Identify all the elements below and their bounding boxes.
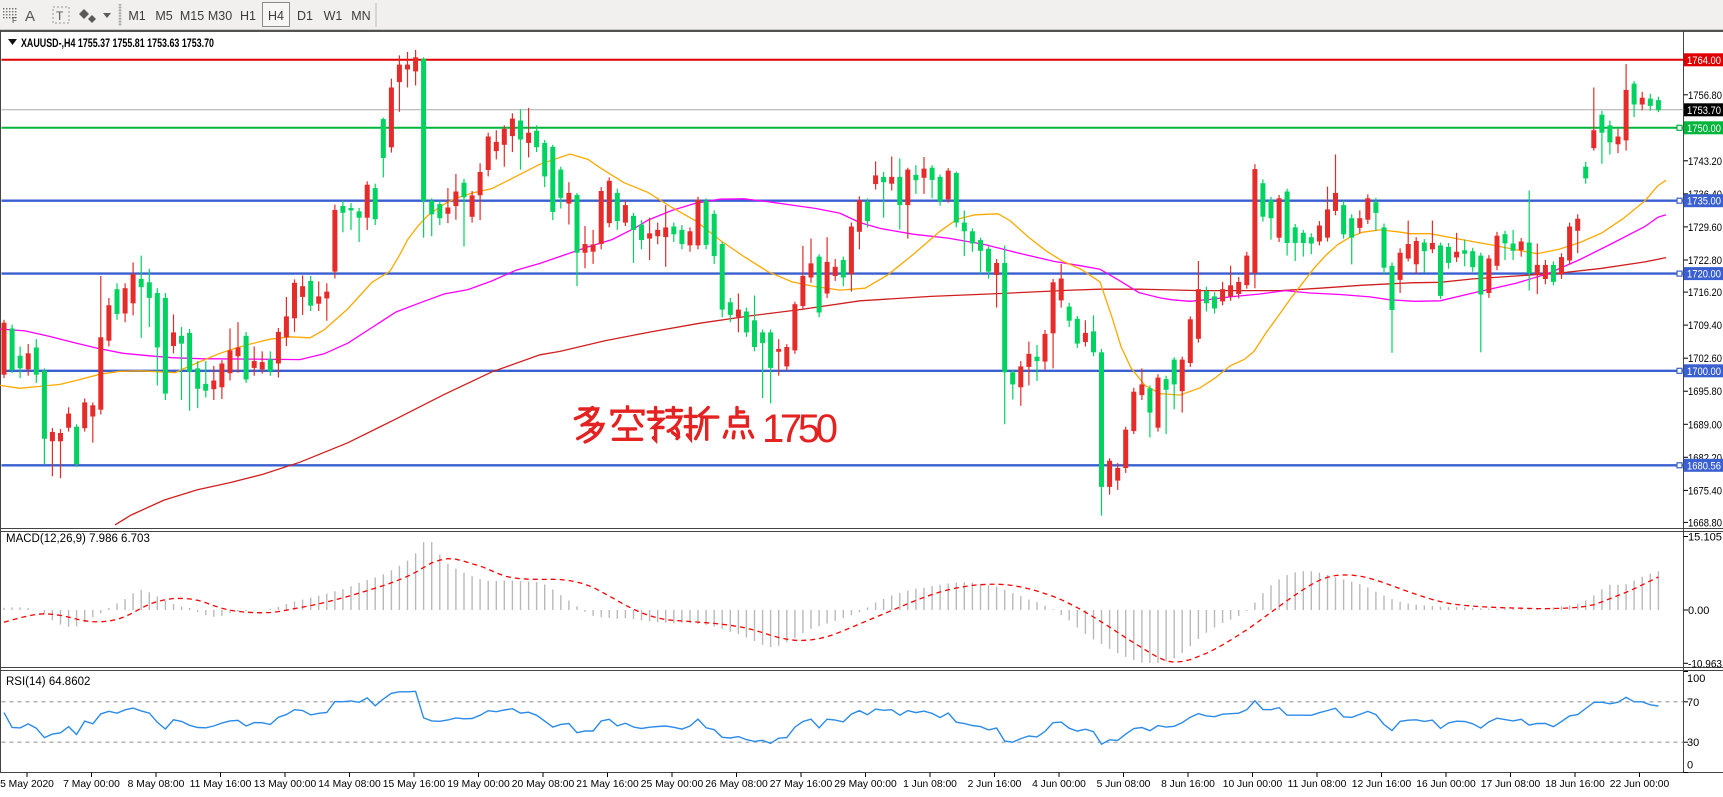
svg-text:4 Jun 00:00: 4 Jun 00:00 bbox=[1032, 779, 1086, 790]
svg-text:1756.80: 1756.80 bbox=[1688, 90, 1722, 102]
svg-text:1764.00: 1764.00 bbox=[1687, 55, 1721, 67]
svg-text:13 May 00:00: 13 May 00:00 bbox=[254, 779, 317, 790]
svg-text:1695.80: 1695.80 bbox=[1688, 386, 1722, 398]
svg-text:21 May 16:00: 21 May 16:00 bbox=[576, 779, 639, 790]
svg-text:1 Jun 08:00: 1 Jun 08:00 bbox=[903, 779, 957, 790]
svg-text:-10.963: -10.963 bbox=[1688, 658, 1722, 670]
svg-text:1700.00: 1700.00 bbox=[1687, 366, 1721, 378]
svg-text:15 May 16:00: 15 May 16:00 bbox=[383, 779, 446, 790]
svg-text:18 Jun 16:00: 18 Jun 16:00 bbox=[1545, 779, 1605, 790]
svg-text:70: 70 bbox=[1687, 697, 1699, 709]
svg-text:1753.70: 1753.70 bbox=[1687, 105, 1721, 117]
svg-text:D1: D1 bbox=[297, 9, 313, 23]
svg-text:M5: M5 bbox=[155, 9, 172, 23]
svg-text:8 May 08:00: 8 May 08:00 bbox=[128, 779, 185, 790]
svg-text:1668.80: 1668.80 bbox=[1688, 517, 1722, 529]
svg-text:A: A bbox=[25, 8, 35, 25]
svg-text:XAUUSD-,H4 1755.37 1755.81 175: XAUUSD-,H4 1755.37 1755.81 1753.63 1753.… bbox=[21, 36, 214, 50]
svg-text:16 Jun 00:00: 16 Jun 00:00 bbox=[1416, 779, 1476, 790]
svg-text:RSI(14) 64.8602: RSI(14) 64.8602 bbox=[6, 676, 90, 688]
svg-text:MACD(12,26,9) 7.986 6.703: MACD(12,26,9) 7.986 6.703 bbox=[6, 533, 150, 545]
svg-text:H4: H4 bbox=[268, 9, 284, 23]
svg-text:26 May 08:00: 26 May 08:00 bbox=[705, 779, 768, 790]
svg-text:10 Jun 00:00: 10 Jun 00:00 bbox=[1223, 779, 1283, 790]
svg-text:1689.00: 1689.00 bbox=[1688, 419, 1722, 431]
svg-text:100: 100 bbox=[1687, 673, 1705, 685]
svg-text:17 Jun 08:00: 17 Jun 08:00 bbox=[1481, 779, 1541, 790]
svg-text:W1: W1 bbox=[324, 9, 343, 23]
svg-text:14 May 08:00: 14 May 08:00 bbox=[318, 779, 381, 790]
svg-text:1750.00: 1750.00 bbox=[1687, 123, 1721, 135]
svg-text:20 May 08:00: 20 May 08:00 bbox=[512, 779, 575, 790]
svg-text:1716.20: 1716.20 bbox=[1688, 287, 1722, 299]
svg-text:M1: M1 bbox=[128, 9, 145, 23]
svg-text:1729.60: 1729.60 bbox=[1688, 222, 1722, 234]
svg-text:1750: 1750 bbox=[762, 407, 838, 451]
svg-text:22 Jun 00:00: 22 Jun 00:00 bbox=[1610, 779, 1670, 790]
svg-text:12 Jun 16:00: 12 Jun 16:00 bbox=[1352, 779, 1412, 790]
svg-text:7 May 00:00: 7 May 00:00 bbox=[63, 779, 120, 790]
svg-text:1675.40: 1675.40 bbox=[1688, 485, 1722, 497]
svg-text:1743.20: 1743.20 bbox=[1688, 156, 1722, 168]
svg-text:5 May 2020: 5 May 2020 bbox=[0, 779, 54, 790]
svg-text:1720.00: 1720.00 bbox=[1687, 269, 1721, 281]
svg-text:MN: MN bbox=[351, 9, 370, 23]
svg-text:H1: H1 bbox=[240, 9, 256, 23]
svg-text:15.105: 15.105 bbox=[1688, 532, 1722, 544]
svg-text:8 Jun 16:00: 8 Jun 16:00 bbox=[1161, 779, 1215, 790]
svg-text:30: 30 bbox=[1687, 737, 1699, 749]
svg-text:1702.60: 1702.60 bbox=[1688, 353, 1722, 365]
svg-text:0: 0 bbox=[1687, 760, 1693, 772]
svg-text:29 May 00:00: 29 May 00:00 bbox=[834, 779, 897, 790]
svg-text:M15: M15 bbox=[180, 9, 204, 23]
svg-text:F: F bbox=[12, 16, 17, 25]
svg-text:19 May 00:00: 19 May 00:00 bbox=[447, 779, 510, 790]
svg-text:1735.00: 1735.00 bbox=[1687, 196, 1721, 208]
svg-text:1680.56: 1680.56 bbox=[1687, 460, 1721, 472]
svg-text:11 Jun 08:00: 11 Jun 08:00 bbox=[1288, 779, 1347, 790]
svg-text:M30: M30 bbox=[208, 9, 232, 23]
svg-text:1709.40: 1709.40 bbox=[1688, 320, 1722, 332]
svg-text:27 May 16:00: 27 May 16:00 bbox=[770, 779, 833, 790]
svg-text:5 Jun 08:00: 5 Jun 08:00 bbox=[1097, 779, 1151, 790]
svg-text:11 May 16:00: 11 May 16:00 bbox=[190, 779, 252, 790]
svg-text:T: T bbox=[56, 9, 64, 23]
svg-text:1722.80: 1722.80 bbox=[1688, 255, 1722, 267]
svg-text:2 Jun 16:00: 2 Jun 16:00 bbox=[968, 779, 1022, 790]
svg-text:25 May 00:00: 25 May 00:00 bbox=[641, 779, 704, 790]
svg-text:0.00: 0.00 bbox=[1688, 605, 1709, 617]
